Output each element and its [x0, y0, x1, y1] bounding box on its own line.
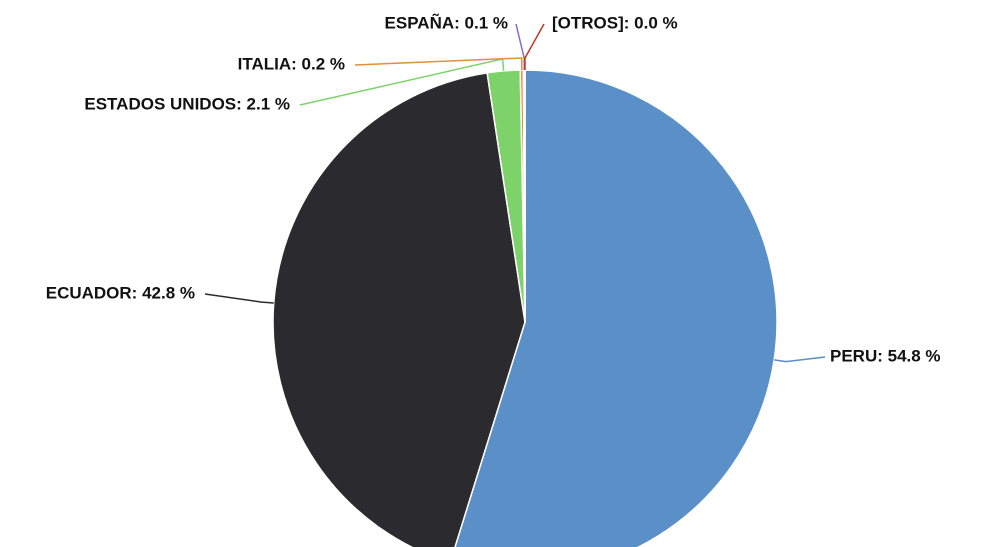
leader-line [774, 356, 826, 363]
data-label: ECUADOR: 42.8 % [46, 283, 195, 302]
data-label: ESTADOS UNIDOS: 2.1 % [84, 94, 290, 113]
leader-line [354, 57, 523, 71]
leader-line [204, 293, 274, 304]
leader-line [524, 23, 545, 70]
leader-line [515, 23, 525, 71]
data-label: ITALIA: 0.2 % [238, 54, 345, 73]
data-label: ESPAÑA: 0.1 % [385, 12, 508, 32]
pie-slice [272, 72, 526, 547]
data-label: PERU: 54.8 % [830, 346, 941, 365]
data-label: [OTROS]: 0.0 % [552, 13, 678, 32]
